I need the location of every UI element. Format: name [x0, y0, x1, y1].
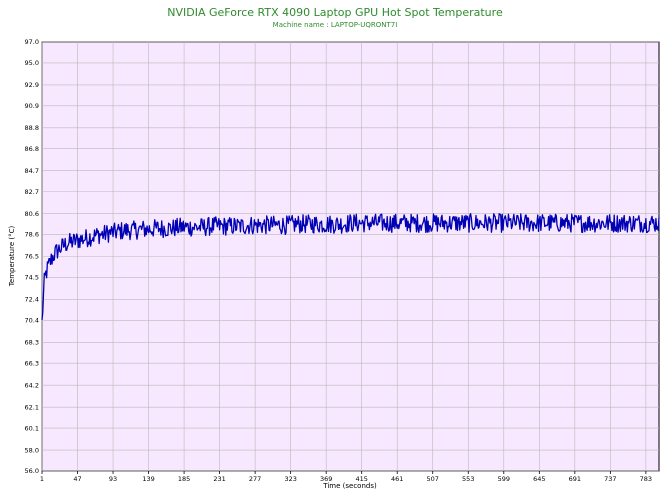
x-tick-label: 461	[391, 475, 403, 483]
x-tick-label: 783	[640, 475, 652, 483]
y-tick-label: 64.2	[25, 381, 39, 389]
x-tick-label: 1	[40, 475, 44, 483]
y-tick-label: 82.7	[25, 188, 39, 196]
x-tick-label: 47	[73, 475, 81, 483]
y-tick-label: 92.9	[25, 81, 39, 89]
y-tick-label: 95.0	[25, 59, 39, 67]
x-tick-label: 507	[427, 475, 439, 483]
x-tick-label: 231	[213, 475, 225, 483]
x-tick-label: 415	[355, 475, 367, 483]
x-tick-label: 369	[320, 475, 332, 483]
x-tick-label: 323	[284, 475, 296, 483]
y-axis-label: Temperature (°C)	[8, 226, 16, 288]
x-tick-label: 277	[249, 475, 261, 483]
x-tick-label: 599	[498, 475, 510, 483]
y-tick-label: 88.8	[25, 124, 39, 132]
x-tick-label: 93	[109, 475, 117, 483]
x-tick-label: 645	[533, 475, 545, 483]
y-tick-label: 90.9	[25, 102, 39, 110]
y-tick-label: 72.4	[25, 296, 39, 304]
y-tick-label: 74.5	[25, 274, 39, 282]
y-tick-label: 58.0	[25, 446, 39, 454]
y-tick-label: 62.1	[25, 403, 39, 411]
y-tick-label: 56.0	[25, 467, 39, 475]
chart-title: NVIDIA GeForce RTX 4090 Laptop GPU Hot S…	[167, 6, 503, 19]
y-tick-label: 80.6	[25, 210, 39, 218]
y-tick-label: 84.7	[25, 167, 39, 175]
x-tick-label: 553	[462, 475, 474, 483]
x-tick-label: 139	[142, 475, 154, 483]
y-tick-label: 97.0	[25, 38, 39, 46]
y-tick-label: 78.6	[25, 231, 39, 239]
y-tick-label: 86.8	[25, 145, 39, 153]
chart-subtitle: Machine name : LAPTOP-UQRONT7I	[273, 21, 398, 29]
x-tick-label: 737	[604, 475, 616, 483]
y-tick-label: 68.3	[25, 339, 39, 347]
x-axis-label: Time (seconds)	[322, 482, 377, 490]
y-tick-label: 76.5	[25, 253, 39, 261]
series-layer	[41, 212, 660, 320]
y-axis-ticks: 97.0 95.0 92.9 90.9 88.8 86.8 84.7 82.7 80.6 78.6…	[25, 38, 39, 475]
y-tick-label: 66.3	[25, 359, 39, 367]
x-tick-label: 185	[178, 475, 190, 483]
y-tick-label: 60.1	[25, 424, 39, 432]
x-tick-label: 691	[569, 475, 581, 483]
y-tick-label: 70.4	[25, 317, 39, 325]
temperature-series-line	[41, 212, 660, 320]
x-axis-ticks: 1 47 93 139 185 231 277 323 369 415 461 507 553 599 64…	[40, 471, 652, 483]
